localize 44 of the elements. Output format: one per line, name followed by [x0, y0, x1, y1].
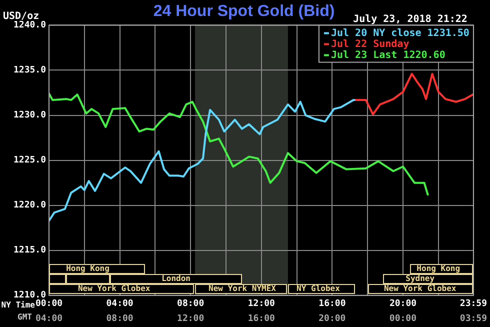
y-tick-label: 1240.0	[13, 20, 46, 31]
legend-label: Jul 23 Last 1220.60	[330, 50, 446, 61]
x-tick-label: 23:59	[460, 299, 487, 310]
label-box: New York Globex	[49, 284, 194, 294]
x-tick-label: 16:00	[318, 299, 346, 310]
label-box: Hong Kong	[410, 264, 473, 274]
legend-label: Jul 20 NY close 1231.50	[330, 28, 470, 39]
x-tick-label: 20:00	[389, 299, 417, 310]
text: NY Time	[1, 300, 36, 310]
chart-title: 24 Hour Spot Gold (Bid)	[153, 3, 335, 20]
y-tick-label: 1215.0	[13, 246, 46, 256]
label-box: Sydney	[383, 274, 473, 284]
y-tick-label: 1235.0	[13, 66, 46, 76]
annotation: New York NYMEX	[208, 284, 276, 294]
x2-tick-label: 16:00	[248, 314, 275, 324]
x2-tick-label: 20:00	[318, 314, 346, 324]
x-tick-label: 08:00	[177, 299, 204, 310]
x-tick-label: 00:00	[35, 299, 63, 310]
x-tick-label: 12:00	[248, 299, 275, 310]
y-tick-label: 1230.0	[13, 110, 46, 121]
text: GMT	[18, 312, 32, 322]
annotation: Sydney	[406, 274, 435, 284]
chart-subtitle: July 23, 2018 21:22	[353, 14, 468, 25]
y-axis-title: USD/oz	[3, 10, 40, 22]
label-box: NY Globex	[288, 284, 356, 294]
y-tick-label: 1225.0	[13, 156, 46, 166]
label-box: Hong Kong	[49, 264, 146, 274]
x-tick-label: 04:00	[106, 299, 134, 310]
annotation: New York Globex	[384, 284, 456, 294]
legend-label: Jul 22 Sunday	[330, 38, 410, 50]
annotation: NY Globex	[296, 284, 340, 294]
annotation: Hong Kong	[416, 264, 460, 274]
x2-tick-label: 12:00	[177, 314, 204, 324]
x2-tick-label: 00:00	[389, 314, 417, 324]
label-box: New York Globex	[368, 284, 473, 294]
x2-tick-label: 08:00	[106, 314, 134, 324]
x2-tick-label: 03:59	[460, 314, 487, 324]
annotation: London	[162, 274, 190, 284]
annotation: New York Globex	[78, 284, 150, 294]
x2-tick-label: 04:00	[35, 314, 63, 324]
y-tick-label: 1220.0	[13, 200, 46, 211]
label-box: New York NYMEX	[194, 284, 288, 294]
label-box: London	[110, 274, 242, 284]
annotation: Hong Kong	[66, 264, 110, 274]
